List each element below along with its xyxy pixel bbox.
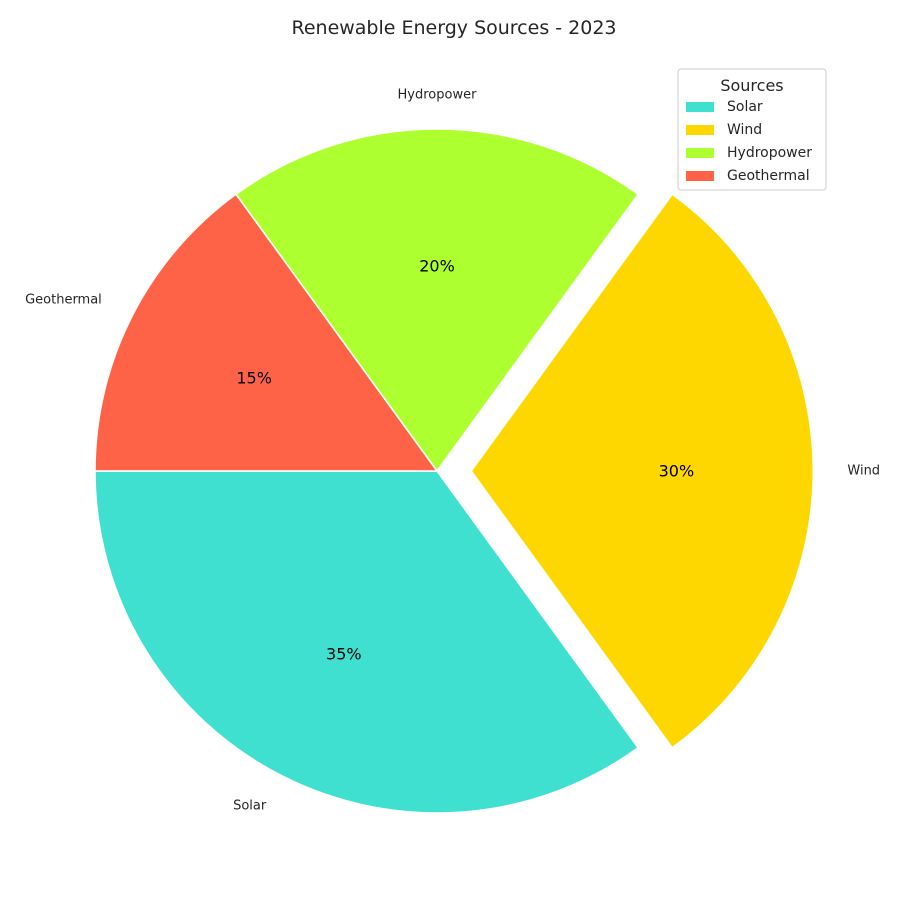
percent-label-wind: 30% — [659, 462, 695, 481]
percent-label-geothermal: 15% — [236, 368, 272, 387]
pie-slice-solar — [94, 470, 640, 814]
chart-title: Renewable Energy Sources - 2023 — [291, 17, 616, 39]
legend-swatch-geothermal — [686, 171, 714, 181]
pie-slices — [94, 128, 814, 814]
percent-label-hydropower: 20% — [419, 256, 455, 275]
legend-label-hydropower: Hydropower — [727, 145, 812, 161]
pie-slice-geothermal — [94, 193, 439, 472]
legend-swatch-solar — [686, 102, 714, 112]
pie-slice-wind — [470, 193, 814, 749]
legend-label-solar: Solar — [727, 99, 763, 115]
pie-slice-hydropower — [234, 128, 640, 473]
pie-labels: 35% Solar 30% Wind 20% Hydropower 15% Geotherma… — [25, 87, 880, 813]
legend-swatch-hydropower — [686, 148, 714, 158]
category-label-hydropower: Hydropower — [398, 87, 478, 102]
legend-label-wind: Wind — [727, 122, 762, 138]
legend-items: Solar Wind Hydropower Geothermal — [686, 99, 812, 184]
legend-title: Sources — [720, 76, 783, 95]
category-label-wind: Wind — [847, 464, 880, 479]
legend-swatch-wind — [686, 125, 714, 135]
category-label-geothermal: Geothermal — [25, 293, 102, 308]
legend: Sources Solar Wind Hydropower Geothermal — [677, 68, 827, 191]
legend-label-geothermal: Geothermal — [727, 168, 810, 184]
category-label-solar: Solar — [233, 799, 267, 814]
percent-label-solar: 35% — [326, 644, 362, 663]
legend-frame — [677, 68, 827, 191]
